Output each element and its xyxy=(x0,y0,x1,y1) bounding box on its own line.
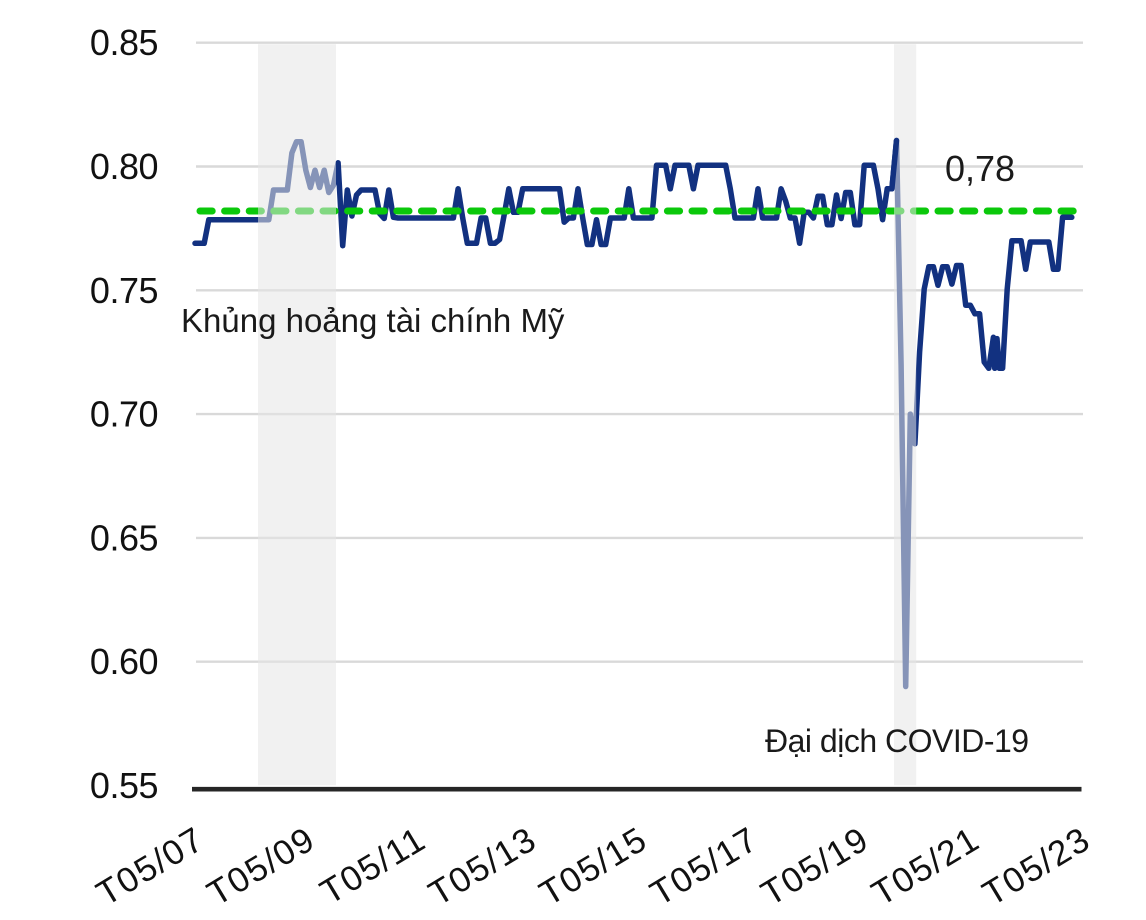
svg-text:Khủng hoảng tài chính Mỹ: Khủng hoảng tài chính Mỹ xyxy=(181,302,565,339)
svg-text:0.70: 0.70 xyxy=(90,394,158,435)
svg-text:0.85: 0.85 xyxy=(90,22,158,63)
svg-text:0.65: 0.65 xyxy=(90,517,158,558)
svg-text:0.55: 0.55 xyxy=(90,765,158,806)
svg-text:Đại dịch COVID-19: Đại dịch COVID-19 xyxy=(765,723,1029,759)
svg-text:0.60: 0.60 xyxy=(90,641,158,682)
svg-text:0,78: 0,78 xyxy=(945,148,1015,189)
svg-text:0.75: 0.75 xyxy=(90,270,158,311)
svg-text:0.80: 0.80 xyxy=(90,146,158,187)
